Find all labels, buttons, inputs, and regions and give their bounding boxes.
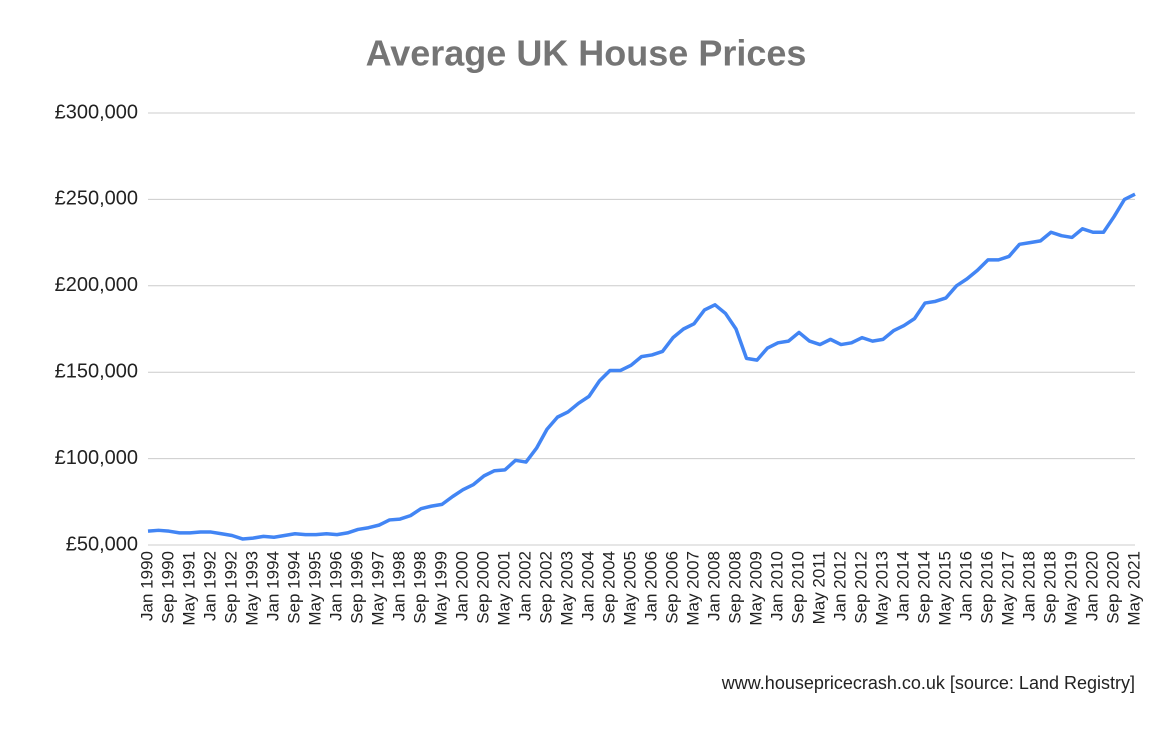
x-tick-label: May 2001 xyxy=(494,551,513,626)
x-tick-label: Jan 2016 xyxy=(956,551,975,621)
x-tick-label: Sep 1996 xyxy=(347,551,366,624)
x-tick-label: Jan 2020 xyxy=(1082,551,1101,621)
x-tick-label: Jan 2012 xyxy=(830,551,849,621)
x-tick-label: Sep 2000 xyxy=(473,551,492,624)
x-tick-label: Jan 1996 xyxy=(326,551,345,621)
x-tick-label: May 2007 xyxy=(683,551,702,626)
x-tick-label: May 1993 xyxy=(242,551,261,626)
x-tick-label: Jan 1990 xyxy=(137,551,156,621)
x-tick-label: Jan 1998 xyxy=(389,551,408,621)
y-tick-label: £50,000 xyxy=(66,533,138,555)
x-tick-label: Jan 2002 xyxy=(515,551,534,621)
x-tick-label: Sep 1998 xyxy=(410,551,429,624)
x-tick-label: May 2009 xyxy=(746,551,765,626)
x-tick-label: Jan 2004 xyxy=(578,551,597,621)
x-tick-label: May 1991 xyxy=(179,551,198,626)
x-tick-label: May 1997 xyxy=(368,551,387,626)
x-tick-label: Sep 2012 xyxy=(851,551,870,624)
x-tick-label: Sep 2016 xyxy=(977,551,996,624)
chart-title: Average UK House Prices xyxy=(366,33,807,74)
y-tick-label: £250,000 xyxy=(55,188,138,210)
x-tick-label: Jan 2008 xyxy=(704,551,723,621)
x-tick-label: May 2011 xyxy=(809,551,828,624)
x-tick-label: Sep 2020 xyxy=(1103,551,1122,624)
x-tick-label: May 2003 xyxy=(557,551,576,626)
x-tick-label: May 2019 xyxy=(1061,551,1080,626)
x-tick-label: Jan 1992 xyxy=(200,551,219,621)
x-tick-label: May 1999 xyxy=(431,551,450,626)
x-tick-label: May 2017 xyxy=(998,551,1017,626)
x-tick-label: Sep 2018 xyxy=(1040,551,1059,624)
x-tick-label: May 2015 xyxy=(935,551,954,626)
x-tick-label: Jan 2018 xyxy=(1019,551,1038,621)
x-tick-label: Jan 2014 xyxy=(893,551,912,621)
x-tick-label: May 1995 xyxy=(305,551,324,626)
x-tick-label: Sep 2008 xyxy=(725,551,744,624)
x-tick-label: May 2005 xyxy=(620,551,639,626)
source-note: www.housepricecrash.co.uk [source: Land … xyxy=(721,673,1135,693)
y-tick-label: £200,000 xyxy=(55,274,138,296)
y-tick-label: £100,000 xyxy=(55,447,138,469)
x-tick-label: Jan 2010 xyxy=(767,551,786,621)
x-tick-label: Sep 2010 xyxy=(788,551,807,624)
x-tick-label: Jan 2000 xyxy=(452,551,471,621)
x-tick-label: May 2013 xyxy=(872,551,891,626)
x-tick-label: Sep 2004 xyxy=(599,551,618,624)
x-tick-label: Jan 2006 xyxy=(641,551,660,621)
x-tick-label: May 2021 xyxy=(1124,551,1143,626)
x-tick-label: Sep 1994 xyxy=(284,551,303,624)
price-line xyxy=(147,192,1136,541)
x-tick-label: Sep 2002 xyxy=(536,551,555,624)
x-tick-label: Sep 1990 xyxy=(158,551,177,624)
x-tick-label: Sep 1992 xyxy=(221,551,240,624)
y-tick-label: £300,000 xyxy=(55,101,138,123)
y-tick-label: £150,000 xyxy=(55,360,138,382)
x-tick-label: Sep 2014 xyxy=(914,551,933,624)
x-tick-label: Jan 1994 xyxy=(263,551,282,621)
x-tick-label: Sep 2006 xyxy=(662,551,681,624)
